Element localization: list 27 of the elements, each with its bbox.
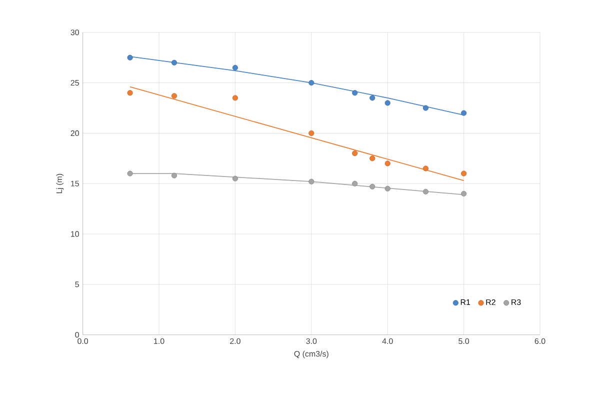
point [352, 180, 358, 186]
point [171, 93, 178, 99]
point [171, 60, 178, 66]
point [232, 176, 238, 182]
point [232, 95, 238, 101]
point [370, 156, 376, 162]
point [461, 190, 467, 196]
point [352, 150, 358, 156]
point [384, 160, 390, 166]
point [127, 170, 133, 176]
point [422, 105, 428, 111]
point [308, 178, 314, 184]
point [384, 186, 390, 192]
point [127, 90, 133, 96]
point [370, 95, 376, 101]
point [422, 166, 428, 172]
point [461, 110, 467, 116]
point [127, 54, 133, 60]
point [384, 100, 390, 106]
point [308, 130, 314, 136]
point [370, 184, 376, 190]
point [352, 90, 358, 96]
point [461, 170, 467, 176]
point [422, 188, 428, 194]
point [308, 80, 314, 86]
point [171, 172, 178, 178]
point [232, 64, 238, 70]
